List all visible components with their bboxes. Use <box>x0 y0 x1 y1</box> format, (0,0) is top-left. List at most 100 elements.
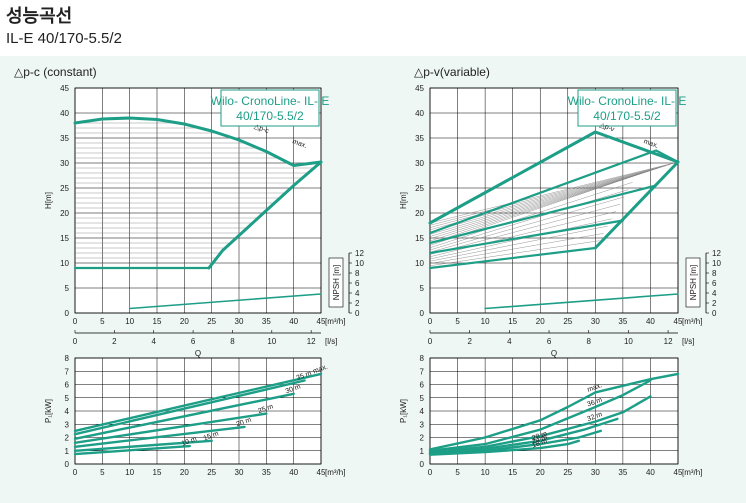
series-label: 15 m <box>203 430 220 442</box>
y-tick-label: 6 <box>65 381 70 390</box>
y-tick-label: 45 <box>415 84 424 93</box>
x-tick-label: 25 <box>563 468 572 477</box>
y-tick-label: 40 <box>60 109 69 118</box>
x-tick-label: 5 <box>100 317 105 326</box>
series-label: 36 m <box>586 397 603 409</box>
power-variable-chart: 0 5 10 15 20 25 30 35 40 45012345678[m³/h]P₁[kW]m… <box>399 354 702 477</box>
x-tick-label: 15 <box>508 317 517 326</box>
ls-tick-label: 12 <box>664 337 673 346</box>
npsh-tick-label: 10 <box>355 259 364 268</box>
y-tick-label: 30 <box>415 159 424 168</box>
x-tick-label: 35 <box>262 317 271 326</box>
series-curve-35m <box>73 379 306 436</box>
page-title: 성능곡선 <box>6 6 73 27</box>
series-curve-36m <box>428 379 652 452</box>
npsh-tick-label: 12 <box>712 249 721 258</box>
npsh-tick-label: 2 <box>355 299 360 308</box>
max-annotation: max. <box>291 138 308 150</box>
x-tick-label: 45 <box>317 317 326 326</box>
y-tick-label: 3 <box>65 420 70 429</box>
x-tick-label: 15 <box>508 468 517 477</box>
ls-tick-label: 12 <box>307 337 316 346</box>
hatch-line <box>429 170 650 239</box>
ls-tick-label: 0 <box>428 337 433 346</box>
npsh-tick-label: 6 <box>355 279 360 288</box>
npsh-axis-label: NPSH [m] <box>689 265 698 301</box>
ls-tick-label: 2 <box>112 337 117 346</box>
series-label: 30 m <box>285 383 302 395</box>
x-tick-label: 0 <box>73 317 78 326</box>
page-subtitle: IL-E 40/170-5.5/2 <box>6 30 122 47</box>
x-tick-label: 10 <box>125 317 134 326</box>
y-tick-label: 5 <box>65 284 70 293</box>
x-tick-label: 35 <box>262 468 271 477</box>
series-curve-max <box>73 116 323 167</box>
series-curve-line <box>428 246 597 270</box>
y-tick-label: 15 <box>60 234 69 243</box>
npsh-tick-label: 8 <box>355 269 360 278</box>
y-axis-label: H[m] <box>44 192 53 209</box>
y-tick-label: 15 <box>415 234 424 243</box>
y-tick-label: 10 <box>415 259 424 268</box>
y-axis-label: P₁[kW] <box>44 399 53 423</box>
npsh-tick-label: 10 <box>712 259 721 268</box>
x-tick-label: 5 <box>455 468 460 477</box>
x-tick-label: 20 <box>180 317 189 326</box>
max-annotation: max. <box>643 138 660 150</box>
hatch-line <box>429 211 617 257</box>
y-tick-label: 30 <box>60 159 69 168</box>
y-tick-label: 5 <box>65 394 70 403</box>
series-curve-npsh <box>484 293 679 310</box>
x-tick-label: 35 <box>618 468 627 477</box>
model-label-line1: Wilo- CronoLine- IL- E <box>568 94 687 108</box>
x-tick-label: 45 <box>317 468 326 477</box>
series-label: 18 m <box>531 438 548 450</box>
x-tick-label: 10 <box>481 468 490 477</box>
y-tick-label: 7 <box>65 367 70 376</box>
series-curve-28m <box>428 417 619 455</box>
model-label-box <box>220 89 320 127</box>
series-curve-line <box>428 184 658 245</box>
x-tick-label: 30 <box>235 468 244 477</box>
npsh-axis-label: NPSH [m] <box>332 265 341 301</box>
ls-tick-label: 6 <box>547 337 552 346</box>
x-tick-label: 30 <box>235 317 244 326</box>
series-label: 25 m <box>257 403 274 415</box>
series-curve-32m <box>428 395 652 454</box>
x-tick-label: 15 <box>153 317 162 326</box>
ls-tick-label: 10 <box>267 337 276 346</box>
hatch-line <box>429 233 604 264</box>
y-tick-label: 1 <box>65 447 70 456</box>
y-tick-label: 25 <box>415 184 424 193</box>
mode-annotation: △p-c <box>253 123 270 135</box>
x-tick-label: 40 <box>646 317 655 326</box>
mode-annotation: △p-v <box>599 122 616 134</box>
npsh-tick-label: 8 <box>712 269 717 278</box>
y-axis-label: H[m] <box>399 192 408 209</box>
npsh-tick-label: 12 <box>355 249 364 258</box>
y-tick-label: 10 <box>60 259 69 268</box>
x-tick-label: 5 <box>455 317 460 326</box>
x-tick-label: 45 <box>674 317 683 326</box>
y-tick-label: 2 <box>65 434 70 443</box>
hatch-line <box>429 225 608 262</box>
x-tick-label: 0 <box>428 317 433 326</box>
y-tick-label: 40 <box>415 109 424 118</box>
model-label-line1: Wilo- CronoLine- IL- E <box>211 94 330 108</box>
hatch-line <box>429 189 629 251</box>
power-constant-chart: 0 5 10 15 20 25 30 35 40 45012345678[m³/h]P₁[kW]m… <box>44 354 345 477</box>
hatch-line <box>429 218 612 260</box>
y-tick-label: 5 <box>420 394 425 403</box>
y-tick-label: 7 <box>420 367 425 376</box>
hatch-line <box>429 196 625 253</box>
hatch-line <box>429 163 674 226</box>
series-curve-max <box>73 372 323 433</box>
npsh-label-box <box>685 257 701 308</box>
y-tick-label: 0 <box>420 460 425 469</box>
series-curve-18m <box>428 439 580 456</box>
series-label: 35 m <box>296 370 313 382</box>
y-tick-label: 0 <box>65 460 70 469</box>
x-axis-unit-label: [m³/h] <box>682 468 702 477</box>
x-tick-label: 40 <box>289 468 298 477</box>
